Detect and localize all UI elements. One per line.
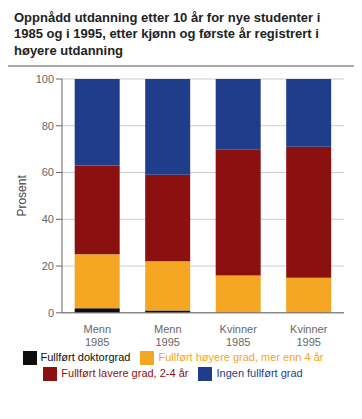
svg-text:20: 20 xyxy=(42,260,54,272)
html-text:Fullført høyere grad, mer enn: Fullført høyere grad, mer enn 4 år xyxy=(158,350,324,363)
svg-text:Menn1995: Menn1995 xyxy=(154,323,182,348)
svg-text:100: 100 xyxy=(36,73,54,85)
svg-text:0: 0 xyxy=(48,306,54,318)
svg-text:Menn1985: Menn1985 xyxy=(83,323,111,348)
html-text:Fullført doktorgrad: Fullført doktorgrad xyxy=(40,350,131,363)
svg-text:Kvinner1995: Kvinner1995 xyxy=(290,323,328,348)
svg-text:80: 80 xyxy=(42,119,54,131)
svg-text:60: 60 xyxy=(42,166,54,178)
html-text:Fullført lavere grad, 2-4 år: Fullført lavere grad, 2-4 år xyxy=(61,366,189,379)
svg-text:40: 40 xyxy=(42,213,54,225)
svg-text:Prosent: Prosent xyxy=(15,174,29,216)
svg-text:Kvinner1985: Kvinner1985 xyxy=(220,323,258,348)
html-text:Oppnådd utdanning etter 10 år: Oppnådd utdanning etter 10 år for nye st… xyxy=(14,10,321,58)
html-text:Ingen fullført grad: Ingen fullført grad xyxy=(216,366,303,379)
